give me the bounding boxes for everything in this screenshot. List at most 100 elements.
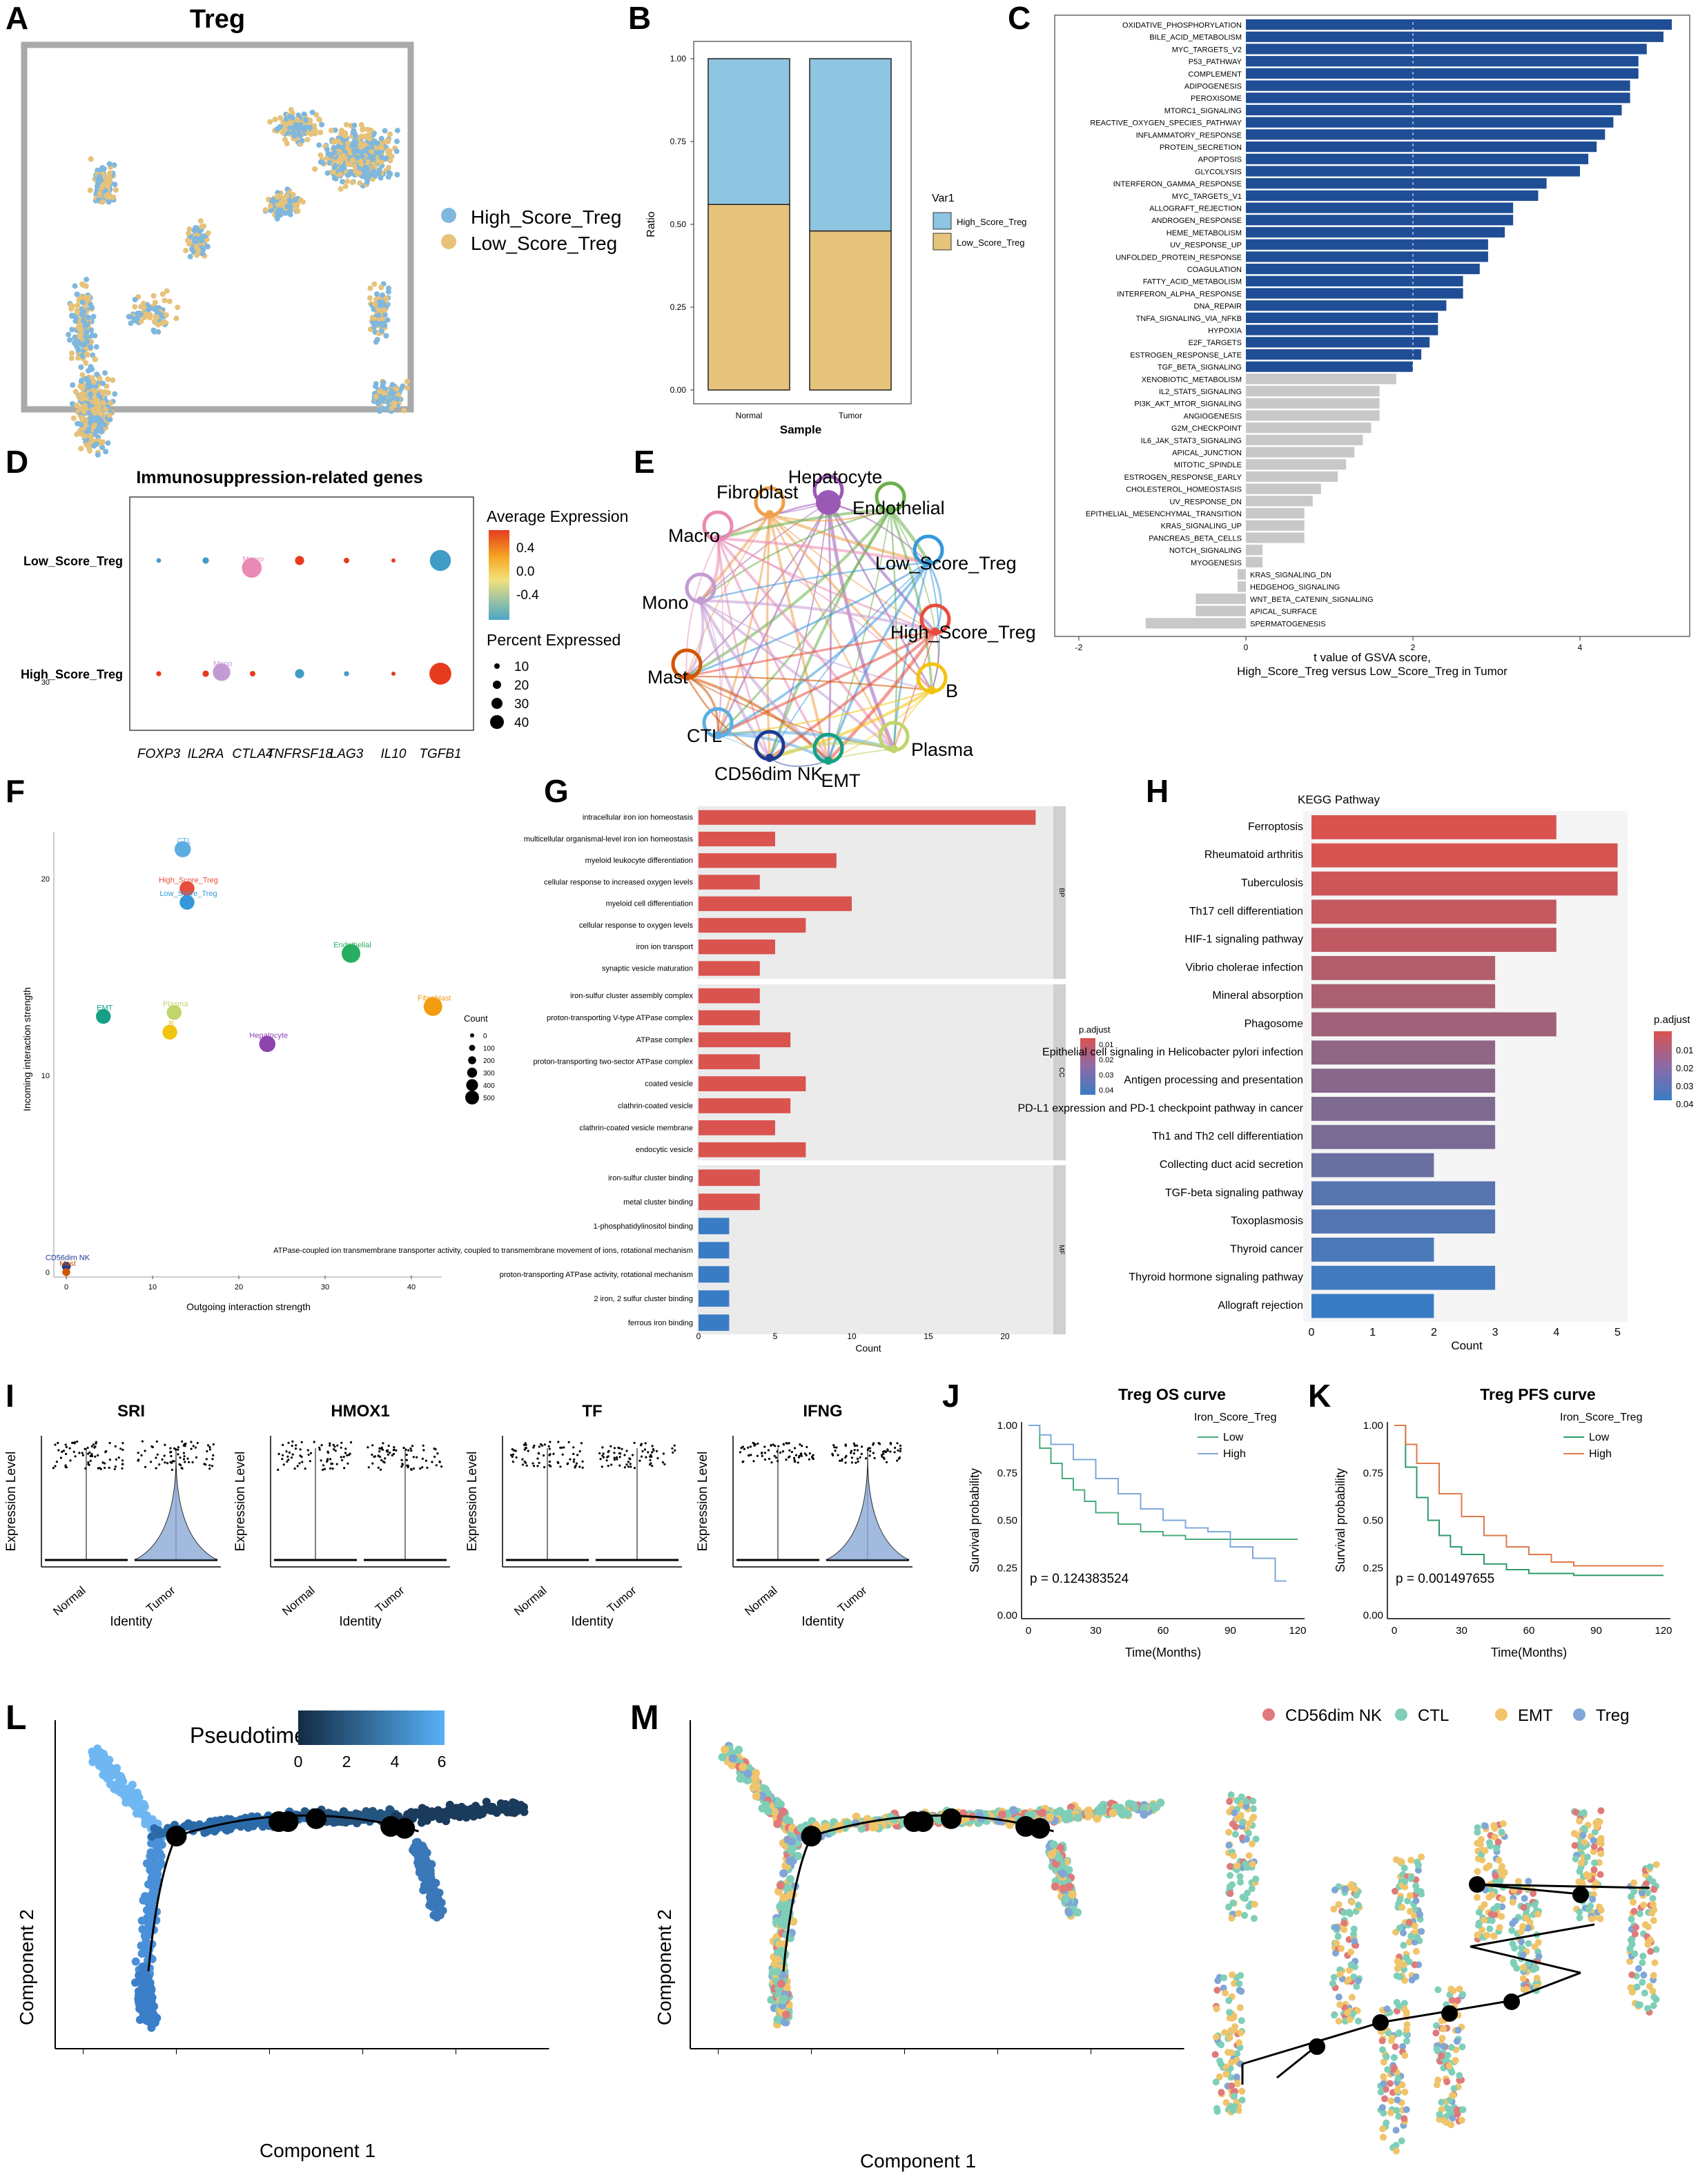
cell-point	[326, 1451, 330, 1454]
umap-point	[147, 315, 153, 321]
umap-point	[278, 199, 284, 206]
cell-point	[411, 1445, 414, 1447]
node	[765, 510, 774, 518]
category-label: DNA_REPAIR	[1194, 302, 1242, 311]
tree-cell	[1400, 1942, 1407, 1949]
cell-point	[121, 1448, 124, 1451]
cell-point	[515, 1456, 518, 1459]
x-axis-label: Time(Months)	[1491, 1646, 1567, 1659]
cell-point	[778, 1996, 787, 2005]
category-label: UV_RESPONSE_DN	[1169, 498, 1242, 506]
cell-point	[282, 1454, 284, 1456]
panel-k-title: Treg PFS curve	[1480, 1385, 1595, 1403]
cell-point	[618, 1464, 621, 1467]
panel-l-letter: L	[6, 1698, 27, 1737]
category-label: cellular response to increased oxygen le…	[544, 878, 693, 886]
legend-label: CD56dim NK	[1285, 1706, 1382, 1725]
umap-point	[77, 326, 84, 333]
cell-point	[776, 1881, 785, 1890]
panel-i-letter: I	[6, 1378, 14, 1414]
cell-point	[182, 1458, 186, 1461]
tree-cell	[1414, 1933, 1421, 1941]
cell-point	[155, 1440, 158, 1443]
gene-title: TF	[582, 1402, 602, 1421]
cell-point	[382, 1442, 384, 1445]
cell-point	[343, 1467, 346, 1470]
cell-point	[169, 1461, 172, 1463]
legend-tick: 0.01	[1099, 1041, 1113, 1049]
cell-point	[772, 1967, 781, 1976]
group-label: Tumor	[605, 1583, 639, 1615]
x-tick-label: 120	[1289, 1625, 1306, 1637]
category-label: Collecting duct acid secretion	[1160, 1159, 1303, 1171]
bar	[1311, 1012, 1556, 1037]
facet-label: BP	[1057, 888, 1065, 897]
cell-point	[326, 1459, 329, 1462]
category-label: Phagosome	[1245, 1018, 1303, 1030]
x-axis-label: Identity	[110, 1615, 153, 1629]
branch-node	[801, 1826, 822, 1846]
tree-cell	[1225, 1842, 1233, 1849]
category-label: ESTROGEN_RESPONSE_LATE	[1130, 351, 1242, 360]
umap-point	[107, 170, 113, 176]
cell-point	[400, 1459, 403, 1461]
umap-point	[101, 422, 108, 428]
cell-point	[170, 1468, 173, 1471]
category-label: ATPase-coupled ion transmembrane transpo…	[273, 1247, 693, 1255]
cell-point	[433, 1455, 436, 1459]
cell-point	[244, 1823, 253, 1832]
legend-dot-low	[441, 234, 456, 249]
legend-label: 500	[483, 1095, 495, 1102]
cell-point	[407, 1466, 409, 1469]
cell-point	[511, 1453, 515, 1456]
cell-point	[511, 1455, 514, 1458]
cell-point	[739, 1762, 748, 1771]
edge	[769, 514, 936, 632]
group-label: Low_Score_Treg	[23, 554, 123, 568]
y-tick-label: 0.50	[670, 220, 687, 229]
x-tick-label: 4	[1578, 643, 1583, 652]
cell-point	[857, 1460, 859, 1463]
cell-point	[144, 1991, 153, 2000]
tree-cell	[1241, 1911, 1249, 1919]
cell-point	[440, 1465, 443, 1468]
umap-point	[385, 174, 391, 180]
cell-point	[852, 1452, 855, 1455]
category-label: FATTY_ACID_METABOLISM	[1143, 278, 1242, 286]
umap-point	[283, 116, 289, 122]
bar	[1246, 190, 1539, 201]
cell-point	[426, 1884, 435, 1892]
cell-point	[184, 1819, 193, 1828]
bar	[1246, 386, 1380, 397]
tree-cell	[1331, 1886, 1338, 1894]
edge	[768, 630, 937, 759]
node-label: B	[946, 681, 958, 701]
branch-node	[166, 1826, 187, 1846]
category-label: PI3K_AKT_MTOR_SIGNALING	[1134, 400, 1242, 409]
cell-point	[837, 1454, 839, 1456]
survival-line	[1394, 1425, 1663, 1567]
node-label: High_Score_Treg	[890, 622, 1036, 643]
cell-point	[295, 1444, 297, 1447]
cell-point	[206, 1450, 208, 1452]
category-label: MYC_TARGETS_V2	[1172, 46, 1242, 54]
cell-point	[781, 1911, 790, 1920]
cell-point	[560, 1446, 563, 1449]
panel-l: L Pseudotime 0 2 4 6 Component 1 Compone…	[6, 1698, 549, 2161]
category-label: coated vesicle	[645, 1080, 693, 1089]
bar	[1145, 618, 1246, 629]
x-tick-label: 90	[1590, 1625, 1602, 1637]
umap-point	[201, 223, 207, 229]
cell-point	[371, 1444, 374, 1447]
umap-point	[386, 285, 391, 291]
category-label: ferrous iron binding	[628, 1319, 693, 1327]
umap-point	[286, 203, 292, 209]
gene-title: IFNG	[803, 1402, 842, 1421]
umap-point	[328, 128, 334, 133]
tree-cell	[1333, 1924, 1340, 1931]
cell-point	[533, 1444, 536, 1447]
cell-point	[805, 1454, 808, 1456]
cell-point	[844, 1444, 847, 1447]
x-tick-label: 90	[1224, 1625, 1236, 1637]
cell-point	[300, 1441, 303, 1443]
